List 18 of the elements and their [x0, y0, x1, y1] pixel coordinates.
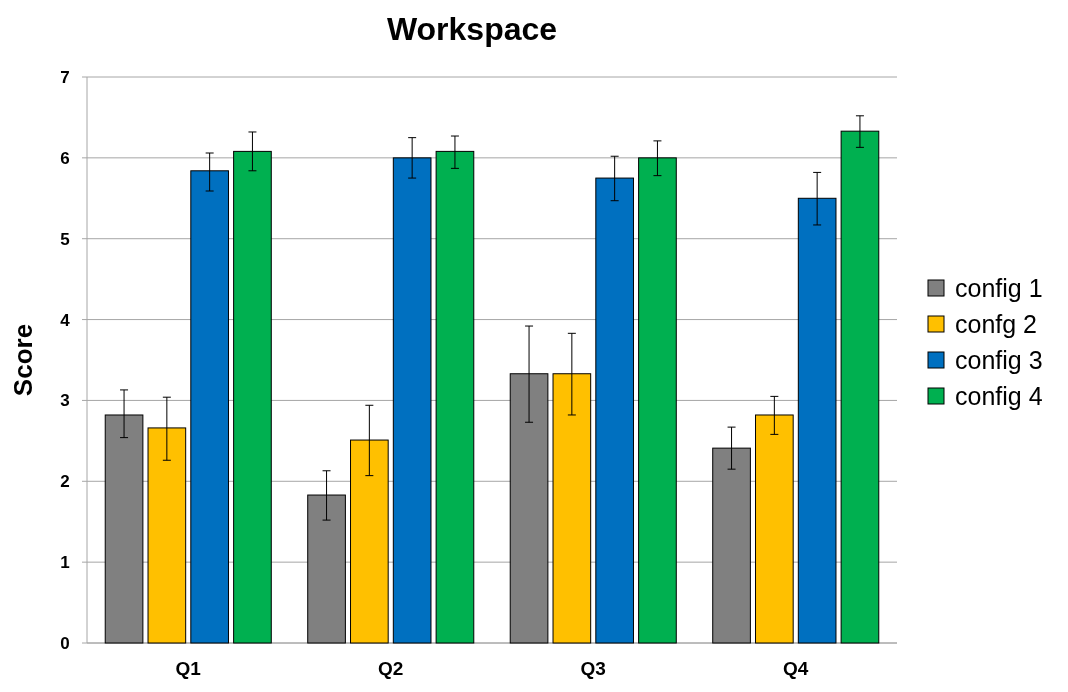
- chart-title: Workspace: [386, 11, 558, 47]
- x-tick-label: Q3: [580, 658, 606, 679]
- y-tick-label: 3: [60, 391, 70, 411]
- legend-label: config 1: [955, 273, 1043, 302]
- y-tick-label: 0: [60, 633, 70, 653]
- legend-label: config 4: [955, 381, 1043, 410]
- x-tick-label: Q1: [175, 658, 202, 679]
- legend-label: config 3: [955, 345, 1043, 374]
- y-tick-label: 4: [60, 310, 71, 330]
- y-tick-label: 2: [60, 472, 70, 492]
- x-tick-label: Q4: [783, 658, 809, 679]
- y-tick-label: 6: [60, 148, 70, 168]
- y-tick-label: 5: [60, 229, 70, 249]
- legend-label: confg 2: [955, 309, 1038, 338]
- y-tick-label: 7: [60, 67, 70, 87]
- x-tick-label: Q2: [378, 658, 404, 679]
- y-axis-title: Score: [8, 323, 38, 397]
- y-tick-label: 1: [60, 553, 70, 573]
